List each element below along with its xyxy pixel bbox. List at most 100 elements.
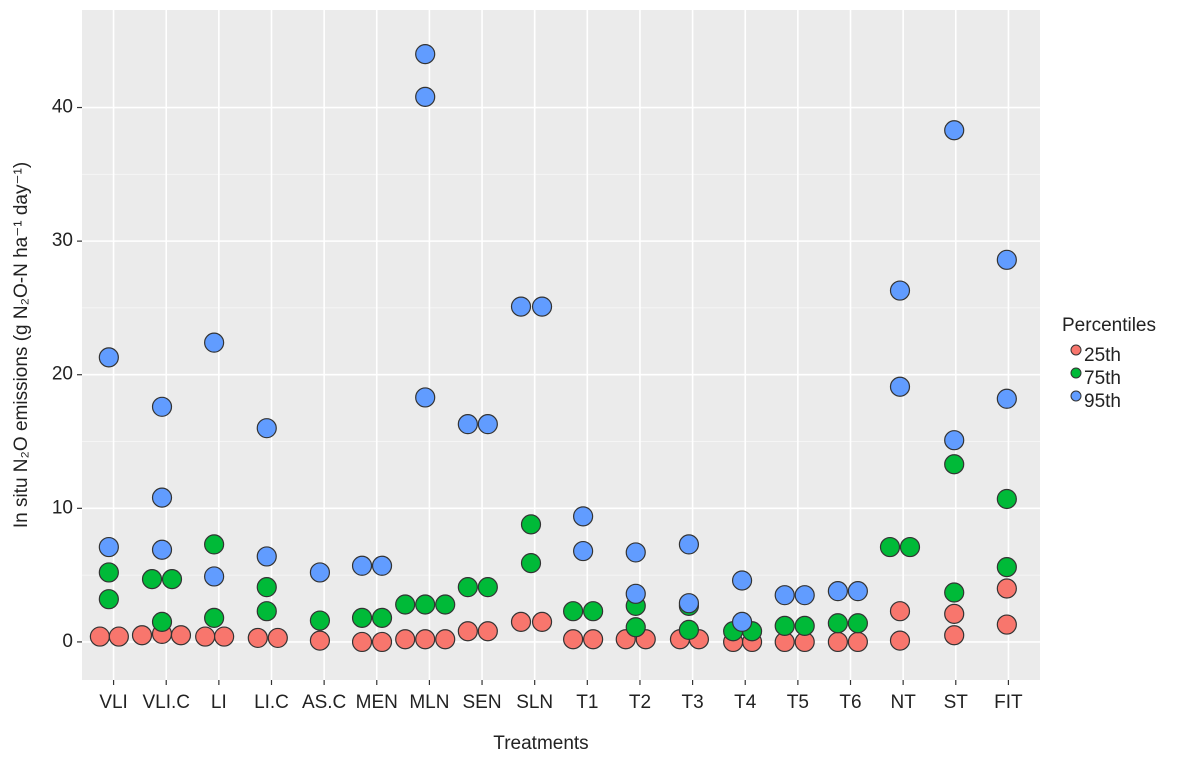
- y-tick-label: 40: [52, 97, 73, 118]
- y-tick-label: 0: [62, 631, 73, 652]
- point: [678, 534, 700, 555]
- x-tick-label: ST: [944, 692, 969, 713]
- point: [309, 630, 331, 651]
- point: [794, 615, 815, 636]
- point: [214, 626, 235, 647]
- point: [395, 629, 416, 650]
- point: [625, 617, 646, 638]
- point: [477, 621, 498, 642]
- point: [457, 414, 478, 435]
- point: [889, 601, 911, 622]
- point: [625, 583, 646, 604]
- x-tick-label: FIT: [994, 692, 1023, 713]
- point: [98, 347, 119, 368]
- point: [996, 578, 1017, 599]
- point: [944, 603, 965, 624]
- point: [415, 594, 436, 615]
- x-tick-label: SEN: [463, 692, 502, 713]
- point: [371, 555, 393, 576]
- point: [457, 621, 478, 642]
- point: [309, 610, 331, 631]
- x-tick-label: AS.C: [302, 692, 346, 713]
- point: [415, 387, 436, 408]
- legend-label: 25th: [1084, 345, 1121, 366]
- point: [351, 607, 373, 628]
- point: [827, 613, 848, 634]
- plot-panel: [82, 10, 1040, 680]
- point: [774, 615, 795, 636]
- point: [204, 607, 225, 628]
- legend-title: Percentiles: [1062, 315, 1156, 336]
- x-tick-label: VLI.C: [142, 692, 190, 713]
- point: [899, 536, 921, 558]
- x-tick-label: T5: [787, 692, 809, 713]
- point: [415, 629, 436, 650]
- point: [944, 582, 965, 603]
- point: [889, 376, 911, 397]
- point: [996, 388, 1017, 409]
- point: [520, 514, 542, 535]
- x-tick-label: NT: [890, 692, 916, 713]
- point: [477, 414, 498, 435]
- x-tick-label: T2: [629, 692, 651, 713]
- y-axis-title: In situ N₂O emissions (g N₂O-N ha⁻¹ day⁻…: [11, 162, 32, 528]
- point: [944, 625, 965, 646]
- point: [583, 629, 604, 650]
- point: [457, 577, 478, 598]
- point: [98, 536, 119, 558]
- x-tick-label: VLI: [99, 692, 128, 713]
- point: [520, 553, 542, 574]
- point: [351, 555, 373, 576]
- point: [477, 577, 498, 598]
- point: [944, 454, 965, 475]
- point: [435, 594, 456, 615]
- point: [847, 631, 868, 653]
- point: [794, 585, 815, 606]
- point: [351, 631, 373, 653]
- point: [256, 418, 277, 439]
- point: [247, 627, 268, 649]
- x-tick-label: T4: [734, 692, 757, 713]
- point: [996, 249, 1017, 270]
- point: [827, 631, 848, 653]
- point: [108, 626, 129, 647]
- point: [573, 540, 594, 562]
- point: [531, 296, 553, 317]
- point: [89, 626, 110, 647]
- point: [415, 86, 436, 107]
- point: [731, 611, 753, 632]
- point: [678, 593, 700, 614]
- x-tick-label: LI.C: [254, 692, 289, 713]
- point: [131, 625, 153, 646]
- legend-label: 75th: [1084, 368, 1121, 389]
- x-tick-label: MLN: [409, 692, 449, 713]
- point: [98, 562, 119, 583]
- point: [774, 585, 795, 606]
- point: [889, 630, 911, 651]
- point: [573, 506, 594, 527]
- point: [435, 629, 456, 650]
- point: [879, 536, 901, 558]
- legend-swatch: [1070, 344, 1082, 356]
- x-tick-label: MEN: [356, 692, 398, 713]
- point: [415, 43, 436, 65]
- point: [625, 542, 646, 563]
- point: [563, 629, 584, 650]
- point: [944, 120, 965, 141]
- x-axis-title: Treatments: [493, 733, 588, 754]
- point: [996, 557, 1017, 578]
- x-tick-label: SLN: [516, 692, 553, 713]
- point: [583, 601, 604, 622]
- point: [170, 625, 192, 646]
- point: [98, 589, 119, 610]
- point: [195, 626, 216, 647]
- point: [256, 577, 277, 598]
- point: [141, 569, 163, 590]
- x-tick-label: T1: [576, 692, 598, 713]
- point: [889, 280, 911, 301]
- point: [309, 562, 331, 583]
- point: [204, 566, 225, 587]
- point: [827, 581, 848, 602]
